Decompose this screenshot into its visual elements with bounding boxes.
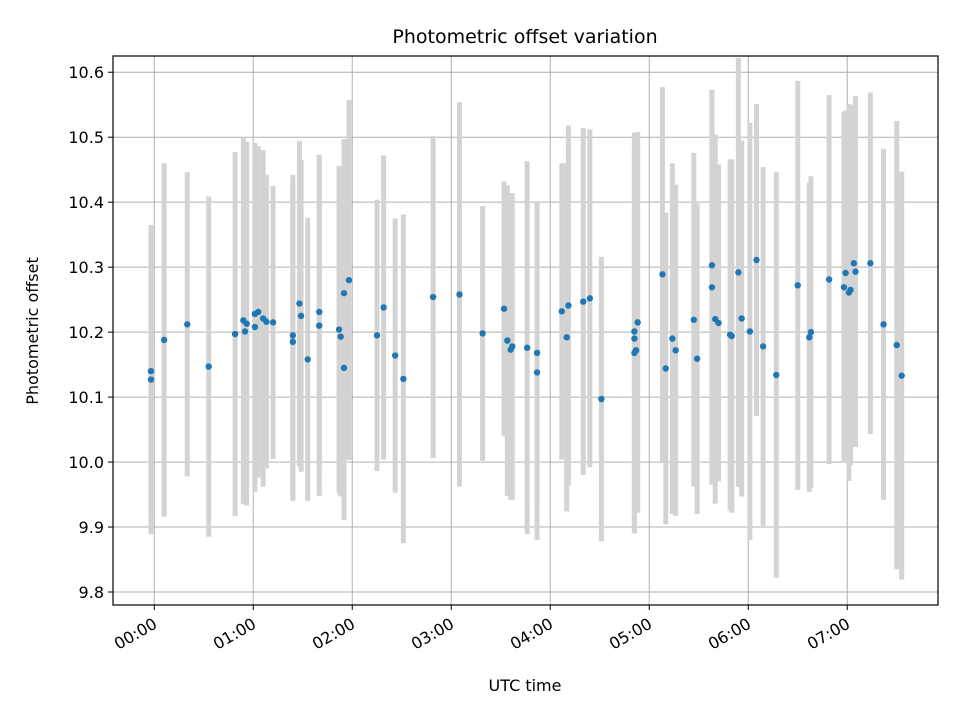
data-point [373,332,381,339]
data-point [669,335,676,342]
data-point [429,293,437,301]
data-point [400,375,407,383]
data-point [631,335,638,342]
data-point [255,308,262,316]
data-point [304,356,311,363]
data-point [241,328,249,335]
data-point [500,305,508,312]
data-point [335,326,343,333]
data-point [504,337,511,344]
data-point [690,316,697,323]
data-point [850,260,858,267]
data-point [456,291,463,298]
data-point [773,371,780,379]
data-point [269,319,277,326]
data-point [340,364,348,372]
data-point [794,282,801,289]
data-point [708,284,716,291]
x-axis-title: UTC time [489,676,562,695]
data-point [184,321,191,328]
data-point [160,336,168,344]
y-tick-label: 9.9 [79,518,104,537]
data-point [659,271,666,278]
data-point [746,328,754,335]
data-point [565,302,572,309]
data-point [533,349,541,357]
data-point [753,256,760,264]
data-point [759,343,767,350]
data-point [289,338,297,346]
data-point [231,330,239,338]
y-tick-label: 9.8 [79,583,104,602]
data-point [340,289,348,297]
data-points [147,256,905,403]
y-axis-ticks: 9.8 9.9 10.0 10.1 10.2 10.3 10.4 10.5 10.6 [68,63,113,602]
data-point [316,322,323,329]
data-point [672,347,679,354]
data-point [632,347,640,354]
data-point [296,300,303,307]
data-point [806,334,813,341]
data-point [880,321,887,328]
y-tick-label: 10.5 [68,128,104,147]
data-point [580,298,587,305]
data-point [380,304,387,311]
y-tick-label: 10.1 [68,388,104,407]
data-point [391,352,399,359]
data-point [735,269,742,276]
data-point [842,269,849,277]
data-point [337,333,344,340]
y-tick-label: 10.0 [68,453,104,472]
data-point [631,328,638,335]
data-point [867,260,874,267]
data-point [898,372,905,379]
data-point [509,343,516,350]
data-point [147,367,155,375]
data-point [728,332,735,340]
data-point [345,276,353,284]
data-point [598,395,605,403]
chart-title: Photometric offset variation [392,26,657,48]
data-point [825,276,833,283]
data-point [147,376,155,383]
data-point [715,319,722,327]
plot-frame [112,55,939,606]
data-point [586,295,594,302]
data-point [634,319,641,326]
data-point [738,315,745,322]
y-axis-title: Photometric offset [23,257,42,405]
data-point [662,365,669,372]
data-point [852,268,859,275]
data-point [840,284,848,291]
y-tick-label: 10.3 [68,258,104,277]
data-point [563,334,570,341]
data-point [289,332,297,339]
data-point [251,323,259,331]
y-tick-label: 10.4 [68,193,104,212]
data-point [558,308,565,315]
data-point [807,328,815,336]
data-point [263,318,270,325]
y-tick-label: 10.2 [68,323,104,342]
data-point [847,286,854,294]
data-point [533,369,541,376]
data-point [693,355,701,362]
y-tick-label: 10.6 [68,63,104,82]
data-point [893,341,900,349]
data-point [297,312,305,320]
data-point [243,320,250,327]
data-point [708,262,716,269]
data-point [205,363,212,370]
data-point [316,308,323,316]
data-point [479,330,486,337]
data-point [523,344,531,351]
